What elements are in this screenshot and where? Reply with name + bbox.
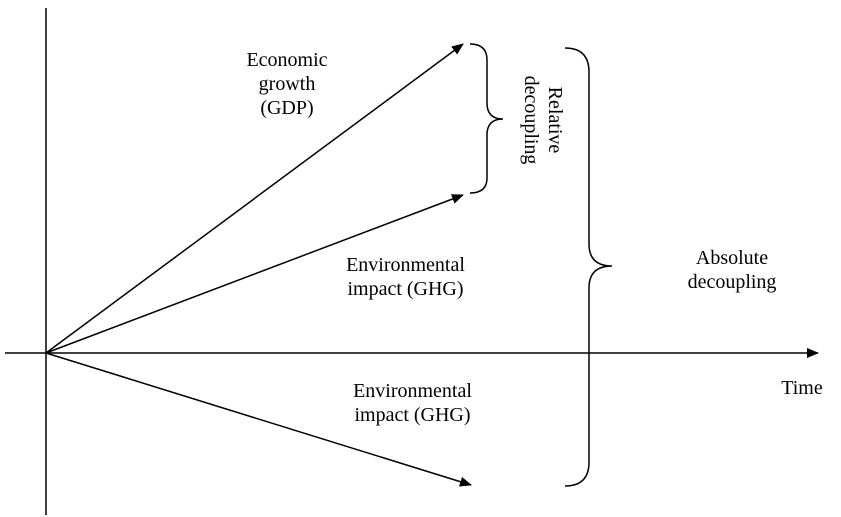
absolute-decoupling-label: Absolute decoupling [662, 246, 802, 294]
ghg-relative-label: Environmental impact (GHG) [318, 253, 493, 301]
ghg-absolute-arrow [45, 352, 472, 487]
time-axis-label: Time [781, 377, 823, 399]
gdp-arrow [45, 43, 464, 354]
ghg-relative-label-line-1: Environmental [346, 254, 465, 276]
relative-decoupling-line-2: decoupling [520, 75, 542, 165]
relative-decoupling-line-1: Relative [544, 86, 566, 154]
absolute-decoupling-brace [564, 47, 613, 487]
ghg-relative-label-line-2: impact (GHG) [347, 278, 464, 300]
ghg-absolute-label-line-1: Environmental [353, 380, 472, 402]
gdp-label-line-1: Economic [246, 49, 328, 71]
gdp-label: Economic growth (GDP) [217, 48, 357, 120]
ghg-relative-arrow [45, 194, 464, 354]
gdp-label-line-2: growth [258, 73, 316, 95]
relative-decoupling-label: Relative decoupling [519, 50, 567, 190]
ghg-absolute-label: Environmental impact (GHG) [325, 379, 500, 427]
absolute-decoupling-line-2: decoupling [687, 271, 777, 293]
absolute-decoupling-line-1: Absolute [695, 247, 769, 269]
ghg-absolute-label-line-2: impact (GHG) [354, 404, 471, 426]
relative-decoupling-brace [469, 43, 504, 194]
gdp-label-line-3: (GDP) [260, 97, 314, 119]
